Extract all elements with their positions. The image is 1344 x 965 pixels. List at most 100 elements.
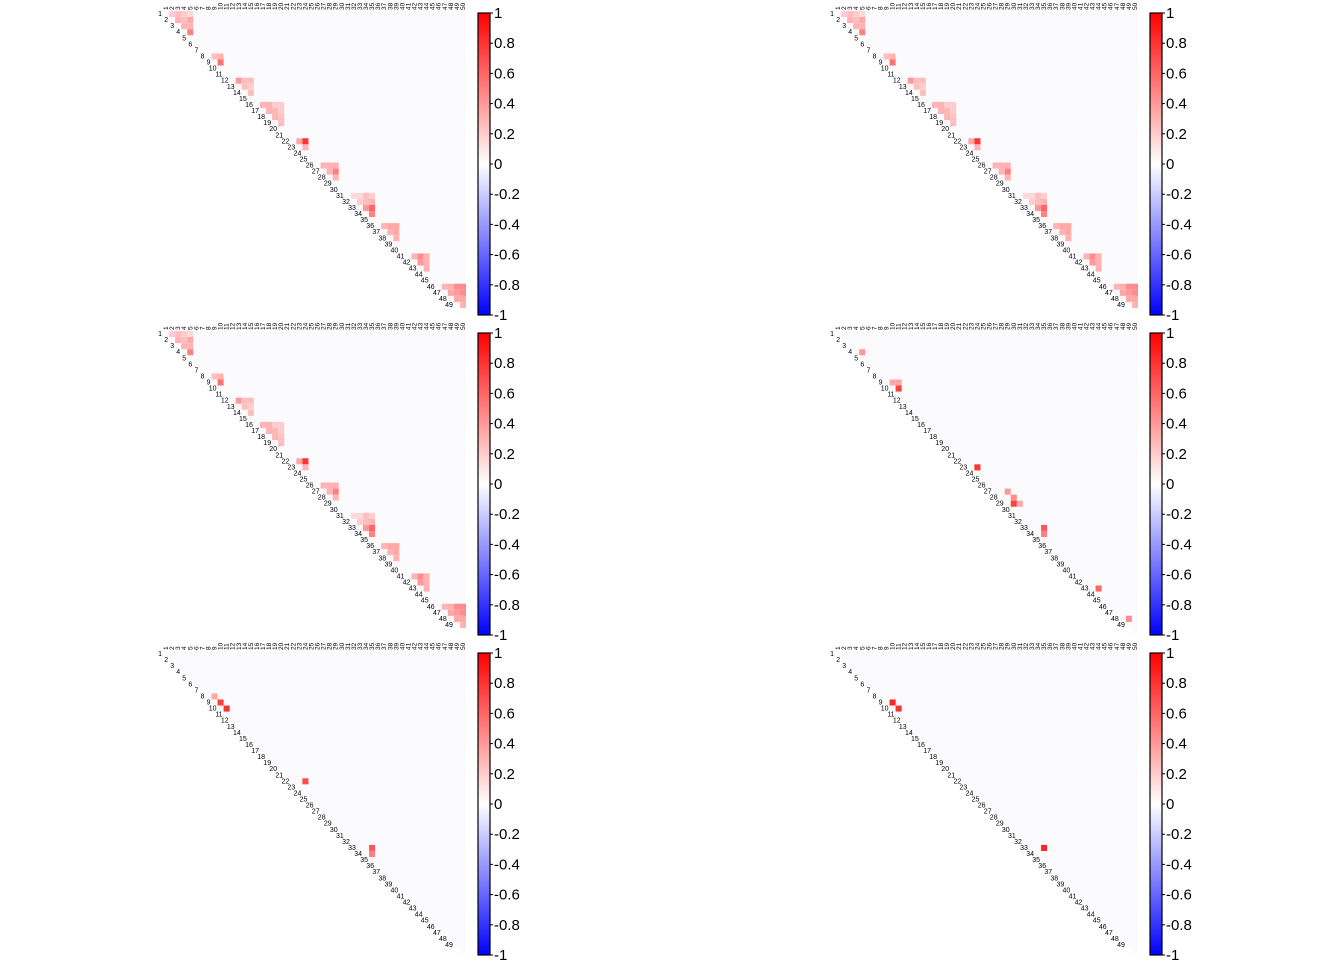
colorbar-tick-label: -0.6 (494, 887, 520, 904)
column-label: 49 (454, 642, 461, 650)
row-label: 23 (288, 144, 296, 151)
heatmap-cell (187, 331, 194, 338)
heatmap-cell (326, 168, 333, 175)
heatmap-cell (453, 615, 460, 622)
column-label: 29 (1005, 642, 1012, 650)
heatmap-cell (1095, 253, 1102, 260)
column-label: 50 (460, 642, 467, 650)
row-label: 20 (269, 766, 277, 773)
colorbar-tick-label: -0.6 (494, 247, 520, 264)
colorbar-tick-label: 0.2 (1166, 446, 1187, 463)
column-label: 9 (212, 6, 219, 10)
column-label: 50 (1132, 322, 1139, 330)
heatmap-cell (356, 518, 363, 525)
heatmap-cell (1065, 229, 1072, 236)
column-label: 11 (224, 643, 231, 650)
heatmap-cell (278, 427, 285, 435)
row-label: 10 (881, 66, 889, 73)
colorbar (1149, 12, 1163, 316)
row-label: 14 (233, 730, 241, 737)
column-label: 39 (393, 2, 400, 10)
column-label: 23 (968, 322, 975, 330)
row-label: 37 (1044, 549, 1052, 556)
column-label: 17 (260, 642, 267, 650)
heatmap-svg: 1 2 3 4 5 6 7 8 9 10 11 12 13 14 15 16 17 18 19 20 21 22 23 24 2… (158, 322, 520, 644)
row-label: 33 (1020, 525, 1028, 532)
row-label: 16 (245, 422, 253, 429)
heatmap-cell (272, 434, 279, 441)
column-label: 9 (212, 326, 219, 330)
heatmap-cell (278, 101, 285, 108)
column-label: 36 (375, 322, 382, 330)
row-label: 45 (421, 598, 429, 605)
heatmap-cell (417, 573, 424, 580)
column-label: 8 (205, 6, 212, 10)
row-label: 47 (1105, 290, 1113, 297)
row-label: 29 (324, 821, 332, 828)
row-label: 32 (1014, 199, 1022, 206)
column-label: 27 (321, 2, 328, 10)
row-label: 36 (366, 543, 374, 550)
row-label: 46 (427, 604, 435, 611)
colorbar-tick-label: 0.6 (494, 705, 515, 722)
row-label: 20 (269, 446, 277, 453)
colorbar-tick-label: -1 (494, 947, 507, 960)
row-label: 35 (360, 857, 368, 864)
row-label: 35 (360, 537, 368, 544)
column-label: 44 (424, 322, 431, 330)
column-label: 11 (896, 323, 903, 330)
column-label: 30 (339, 322, 346, 330)
heatmap-cell (1053, 223, 1060, 230)
colorbar-tick-label: 0.6 (494, 65, 515, 82)
column-label: 14 (914, 2, 921, 10)
column-label: 47 (442, 322, 449, 330)
heatmap-cell (217, 373, 224, 380)
colorbar-tick-label: -1 (1166, 307, 1179, 320)
heatmap-cell (362, 512, 370, 519)
row-label: 43 (1081, 266, 1089, 273)
column-label: 19 (272, 2, 279, 10)
row-label: 24 (294, 150, 302, 157)
heatmap-cell (326, 482, 333, 489)
colorbar-tick-label: 0.4 (1166, 416, 1187, 433)
row-label: 29 (996, 821, 1004, 828)
heatmap-cell (1119, 283, 1126, 290)
heatmap-cells (169, 331, 466, 628)
heatmap-cell (1065, 223, 1072, 230)
heatmap-cell (247, 403, 254, 410)
row-label: 29 (324, 181, 332, 188)
row-label: 9 (879, 700, 883, 707)
row-label: 34 (354, 531, 362, 538)
row-label: 48 (1111, 616, 1119, 623)
heatmap-cell (950, 101, 957, 108)
row-label: 20 (941, 766, 949, 773)
column-label: 48 (1120, 322, 1127, 330)
row-label: 2 (164, 17, 168, 24)
row-label: 26 (306, 483, 314, 490)
row-label: 6 (860, 681, 864, 688)
row-label: 12 (221, 718, 229, 725)
row-label: 45 (1093, 278, 1101, 285)
heatmap-cell (1034, 198, 1042, 205)
column-label: 27 (993, 642, 1000, 650)
row-label: 7 (194, 687, 198, 694)
column-label: 6 (865, 6, 872, 10)
column-label: 31 (1017, 322, 1024, 330)
column-label: 10 (218, 2, 225, 10)
row-label: 11 (215, 72, 222, 79)
row-label: 1 (158, 651, 162, 658)
row-label: 8 (200, 54, 204, 61)
row-label: 14 (233, 410, 241, 417)
row-label: 40 (1063, 247, 1071, 254)
row-label: 11 (887, 72, 894, 79)
row-label: 23 (288, 464, 296, 471)
row-label: 46 (1099, 924, 1107, 931)
colorbar-tick-label: 0.8 (494, 675, 515, 692)
column-label: 12 (902, 322, 909, 330)
heatmap-cell (895, 385, 902, 392)
row-label: 37 (372, 869, 380, 876)
row-label: 21 (275, 132, 283, 139)
column-label: 20 (278, 642, 285, 650)
heatmap-cell (1131, 289, 1138, 296)
column-label: 39 (393, 322, 400, 330)
